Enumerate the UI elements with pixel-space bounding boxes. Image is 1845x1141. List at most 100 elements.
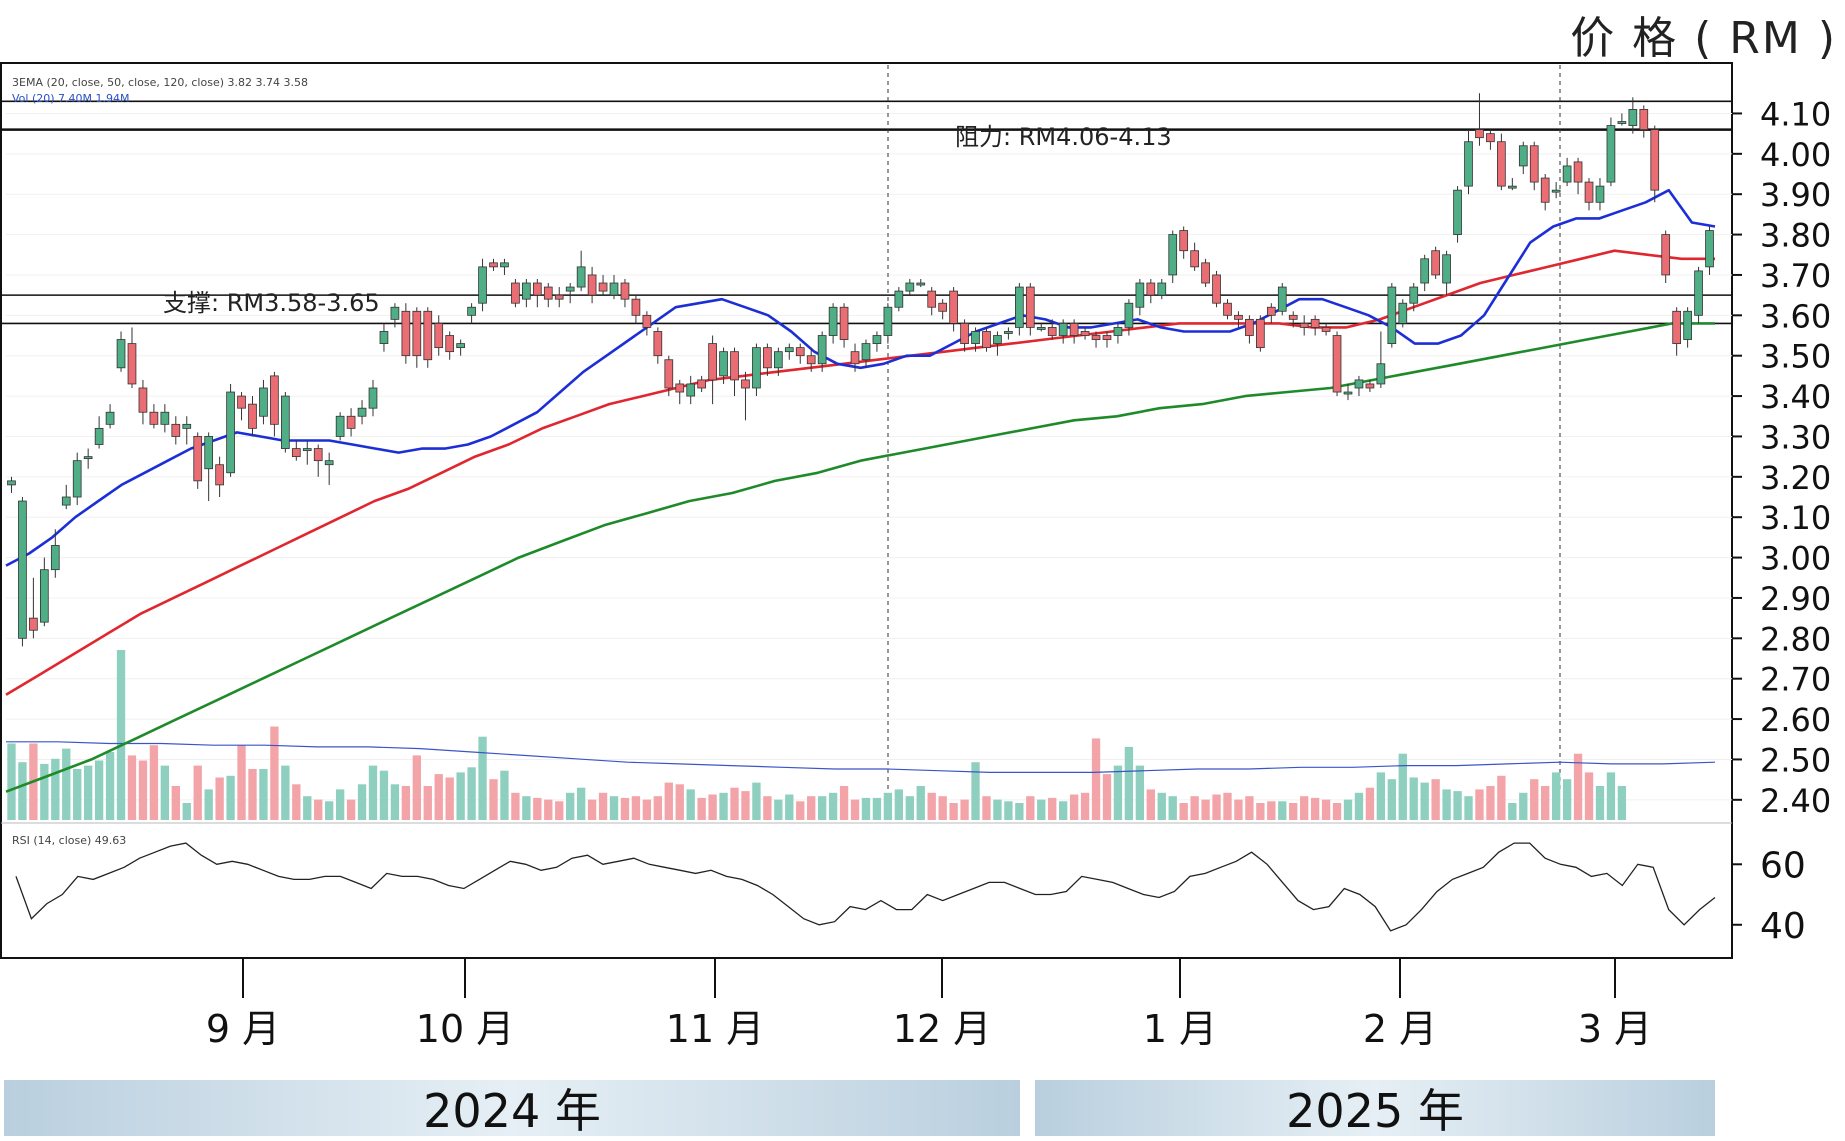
candle-body	[609, 282, 619, 296]
candle-body	[29, 617, 38, 631]
candle	[993, 331, 1002, 356]
candle	[302, 440, 312, 465]
candle	[1069, 319, 1079, 344]
candle	[1201, 258, 1210, 288]
price-tick-label: 3.20	[1760, 459, 1831, 497]
volume-bar	[1245, 796, 1254, 820]
volume-bar	[642, 799, 652, 820]
candle-body	[1661, 234, 1671, 276]
volume-bar	[303, 796, 312, 820]
volume-bar	[774, 799, 783, 820]
candle	[1475, 93, 1484, 146]
candle-body	[193, 436, 203, 482]
candle	[686, 375, 696, 405]
candle-body	[664, 359, 674, 389]
candle-body	[72, 460, 82, 498]
candle-body	[39, 569, 49, 623]
candle-body	[412, 310, 422, 357]
candle	[182, 416, 192, 445]
candle	[620, 278, 630, 308]
candle	[839, 303, 849, 348]
candle	[1705, 226, 1714, 275]
candle-body	[511, 282, 520, 304]
volume-bar	[1453, 791, 1462, 820]
volume-bar	[938, 796, 947, 820]
candle-body	[1332, 335, 1342, 393]
candle-body	[1562, 165, 1572, 183]
candle-body	[839, 306, 849, 340]
candle	[478, 258, 487, 312]
volume-bar	[708, 794, 717, 820]
rsi-line	[15, 842, 1716, 932]
volume-bar	[1530, 779, 1539, 820]
candle	[1529, 141, 1539, 191]
chart-frame	[0, 62, 1733, 959]
volume-bar	[566, 792, 575, 820]
month-label: 3 月	[1578, 1007, 1652, 1051]
candle	[1102, 331, 1112, 348]
candle-body	[335, 415, 345, 437]
candle	[1365, 379, 1375, 393]
candle-body	[1212, 274, 1221, 304]
volume-bar	[281, 765, 290, 820]
candle-body	[105, 411, 115, 425]
candle-body	[872, 335, 882, 344]
volume-bar	[51, 758, 60, 820]
volume-bar	[697, 797, 706, 820]
candle-body	[817, 335, 827, 365]
volume-bar	[40, 763, 49, 820]
candle	[1628, 97, 1638, 134]
volume-bar	[456, 772, 465, 820]
candle	[1650, 125, 1660, 203]
candle-body	[368, 387, 378, 409]
candle-body	[1672, 310, 1682, 344]
volume-bar	[127, 755, 137, 820]
volume-bar	[62, 748, 71, 820]
candle-body	[1420, 258, 1430, 284]
candle	[259, 379, 268, 425]
volume-bar	[18, 762, 27, 820]
candle	[105, 404, 115, 429]
candle-body	[631, 298, 641, 316]
candle-body	[1277, 286, 1287, 312]
volume-bar	[1420, 782, 1429, 820]
volume-bar	[927, 792, 936, 820]
candle-body	[960, 322, 969, 344]
volume-bar	[686, 789, 695, 820]
candle	[193, 432, 203, 489]
candle	[806, 347, 816, 372]
volume-bar	[587, 799, 597, 820]
candle-body	[1245, 318, 1254, 336]
candle	[1343, 383, 1353, 401]
volume-bar	[423, 786, 432, 820]
volume-bar	[872, 797, 882, 820]
year-label-2025: 2025 年	[1035, 1080, 1715, 1138]
volume-bar	[259, 769, 268, 820]
vol-legend: Vol (20) 7.40M 1.94M	[12, 92, 130, 105]
candle-body	[116, 339, 126, 369]
candle	[1015, 283, 1024, 336]
candle	[532, 278, 542, 308]
volume-bar	[861, 797, 871, 820]
candle-body	[905, 282, 915, 292]
candle	[1223, 299, 1232, 320]
candle-body	[138, 387, 148, 413]
candle	[226, 383, 235, 477]
candle-body	[730, 351, 739, 381]
volume-bar	[1124, 746, 1134, 820]
price-tick-label: 2.50	[1760, 741, 1831, 779]
candle-body	[1475, 129, 1484, 139]
volume-bar	[511, 792, 520, 820]
volume-bar	[730, 787, 739, 820]
price-tick-label: 2.80	[1760, 620, 1831, 658]
candle	[511, 278, 520, 308]
candle-body	[1529, 145, 1539, 183]
volume-bar	[314, 799, 323, 820]
candle-body	[160, 411, 170, 425]
volume-bar	[1508, 803, 1517, 820]
candle	[1376, 331, 1386, 388]
volume-bar	[248, 769, 257, 820]
candle-body	[949, 290, 958, 324]
volume-bar	[1113, 765, 1123, 820]
candle	[368, 379, 378, 417]
